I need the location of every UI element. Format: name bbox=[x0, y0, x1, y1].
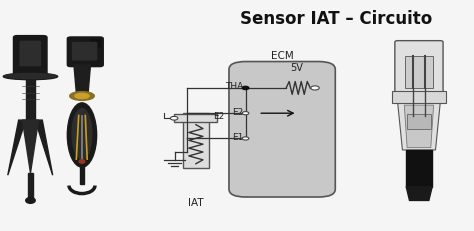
Polygon shape bbox=[8, 120, 26, 175]
Text: Sensor IAT – Circuito: Sensor IAT – Circuito bbox=[240, 10, 432, 28]
Ellipse shape bbox=[3, 73, 58, 80]
Circle shape bbox=[242, 112, 249, 115]
Ellipse shape bbox=[79, 160, 85, 163]
Ellipse shape bbox=[5, 73, 56, 79]
Polygon shape bbox=[398, 103, 440, 150]
Polygon shape bbox=[406, 187, 432, 201]
Ellipse shape bbox=[67, 103, 97, 167]
Polygon shape bbox=[74, 65, 91, 93]
Polygon shape bbox=[22, 120, 38, 173]
FancyBboxPatch shape bbox=[13, 36, 47, 76]
Ellipse shape bbox=[72, 109, 92, 159]
FancyBboxPatch shape bbox=[20, 41, 40, 66]
Text: E2: E2 bbox=[232, 108, 244, 117]
Text: ECM: ECM bbox=[271, 51, 293, 61]
Circle shape bbox=[242, 137, 249, 140]
Bar bbox=[80, 161, 84, 184]
FancyBboxPatch shape bbox=[229, 61, 335, 197]
FancyBboxPatch shape bbox=[395, 41, 443, 94]
Text: E1: E1 bbox=[232, 133, 244, 142]
Polygon shape bbox=[35, 120, 53, 175]
Ellipse shape bbox=[26, 198, 35, 203]
Text: IAT: IAT bbox=[188, 198, 204, 208]
Bar bbox=[392, 91, 446, 103]
Bar bbox=[406, 150, 432, 187]
Ellipse shape bbox=[75, 94, 89, 98]
FancyBboxPatch shape bbox=[67, 37, 103, 67]
Circle shape bbox=[242, 86, 249, 90]
Bar bbox=[26, 74, 35, 120]
Circle shape bbox=[170, 116, 178, 120]
Ellipse shape bbox=[70, 92, 94, 100]
Polygon shape bbox=[404, 105, 434, 148]
FancyBboxPatch shape bbox=[73, 43, 97, 60]
Bar bbox=[182, 113, 209, 168]
Text: E2: E2 bbox=[213, 112, 224, 121]
Circle shape bbox=[311, 86, 319, 90]
Bar bbox=[405, 56, 433, 88]
Text: 5V: 5V bbox=[290, 63, 303, 73]
Polygon shape bbox=[91, 39, 100, 47]
Text: THA: THA bbox=[225, 82, 244, 91]
Bar bbox=[28, 173, 33, 198]
Bar bbox=[407, 114, 431, 129]
Bar bbox=[174, 114, 217, 122]
